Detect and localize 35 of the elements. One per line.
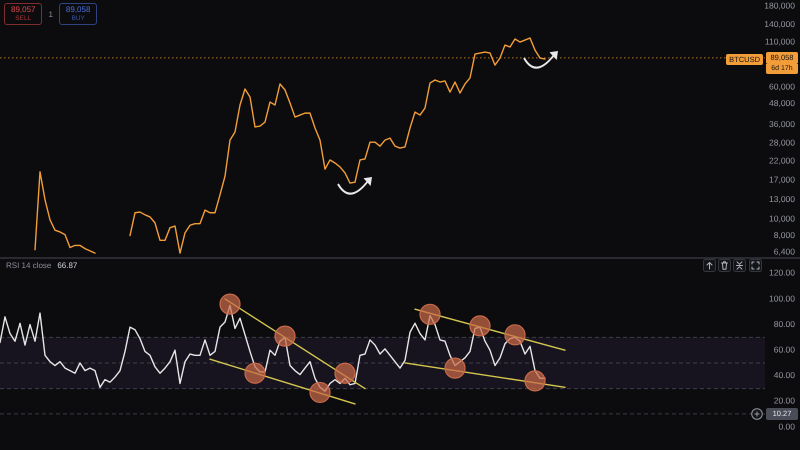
y-tick-label: 10,000 xyxy=(769,213,796,224)
y-tick-label: 48,000 xyxy=(769,98,796,108)
point xyxy=(334,362,356,384)
y-tick-label: 8,000 xyxy=(774,230,796,240)
point xyxy=(309,382,331,404)
annotation: 66.87 xyxy=(57,261,78,270)
annotation: 89,057 xyxy=(11,5,36,15)
y-tick-label: 20.00 xyxy=(774,396,796,406)
y-tick-label: 80.00 xyxy=(774,318,796,329)
y-tick-label: 140,000 xyxy=(764,18,796,29)
y-tick-label: 28,000 xyxy=(769,138,796,148)
y-tick-label: 22,000 xyxy=(769,155,796,166)
text: RSI 14 close xyxy=(6,261,52,270)
point xyxy=(444,358,466,379)
annotation: 1 xyxy=(48,10,53,18)
y-tick-label: 60.00 xyxy=(774,344,796,355)
y-tick-label: 60,000 xyxy=(769,81,796,92)
y-tick-label: 120.00 xyxy=(769,268,796,278)
y-tick-label: 13,000 xyxy=(769,194,796,204)
point xyxy=(504,324,526,346)
y-tick-label: 17,000 xyxy=(769,174,796,184)
point xyxy=(274,326,296,347)
annotation: 89,058 xyxy=(66,5,90,15)
y-tick-label: 110,000 xyxy=(764,36,796,47)
y-tick-label: 180,000 xyxy=(764,0,796,10)
y-tick-label: 0.00 xyxy=(778,421,796,432)
point xyxy=(469,315,491,336)
y-tick-label: 6,400 xyxy=(774,246,796,256)
point xyxy=(419,304,441,325)
y-tick-label: 40.00 xyxy=(774,370,796,380)
point xyxy=(244,362,266,384)
y-tick-label: 36,000 xyxy=(769,119,796,130)
point xyxy=(524,370,546,392)
point xyxy=(219,293,241,315)
y-tick-label: 100.00 xyxy=(769,293,796,304)
